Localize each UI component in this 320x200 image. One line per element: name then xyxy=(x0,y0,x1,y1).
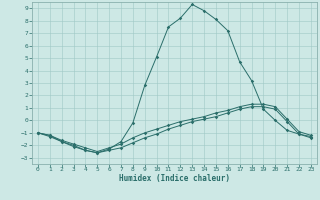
X-axis label: Humidex (Indice chaleur): Humidex (Indice chaleur) xyxy=(119,174,230,183)
